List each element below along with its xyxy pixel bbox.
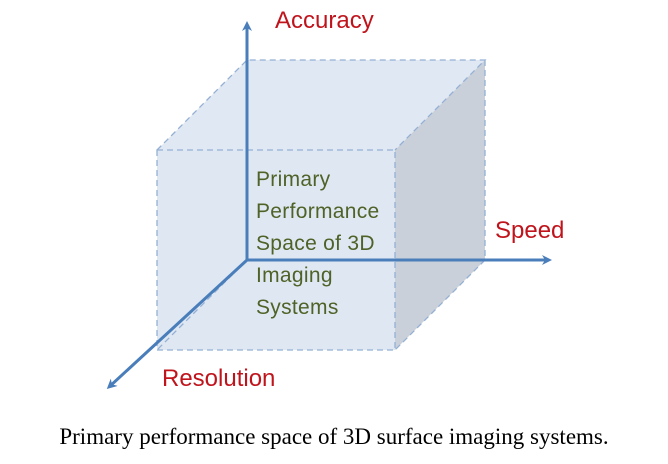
resolution-axis-arrow [106, 258, 249, 390]
cube-top-edges [156, 59, 487, 151]
performance-space-label: Primary Performance Space of 3D Imaging … [256, 168, 380, 319]
center-text-line: Performance [256, 200, 380, 223]
axes [106, 21, 552, 390]
cube-right-face [395, 60, 485, 350]
center-text-line: Primary [256, 168, 331, 191]
cube-top-face [157, 60, 485, 150]
figure-caption: Primary performance space of 3D surface … [59, 424, 609, 449]
cube-front-face [157, 150, 395, 350]
performance-space-diagram: Accuracy Speed Resolution Primary Perfor… [106, 7, 564, 392]
resolution-label: Resolution [162, 365, 275, 392]
cube [156, 59, 487, 351]
cube-front-edges [156, 149, 396, 351]
center-text-line: Space of 3D [256, 232, 375, 255]
speed-label: Speed [495, 217, 564, 244]
accuracy-label: Accuracy [275, 7, 374, 34]
center-text-line: Systems [256, 296, 339, 319]
cube-edge [394, 259, 486, 351]
center-text-line: Imaging [256, 264, 333, 287]
